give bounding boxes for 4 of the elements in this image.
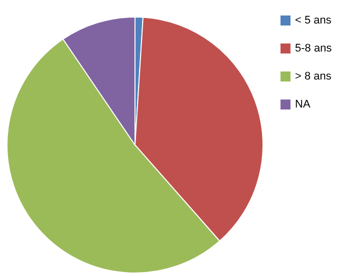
legend-label: 5-8 ans [295,42,332,54]
legend-label: > 8 ans [295,70,332,82]
legend-label: < 5 ans [295,14,332,26]
legend-label: NA [295,98,311,110]
